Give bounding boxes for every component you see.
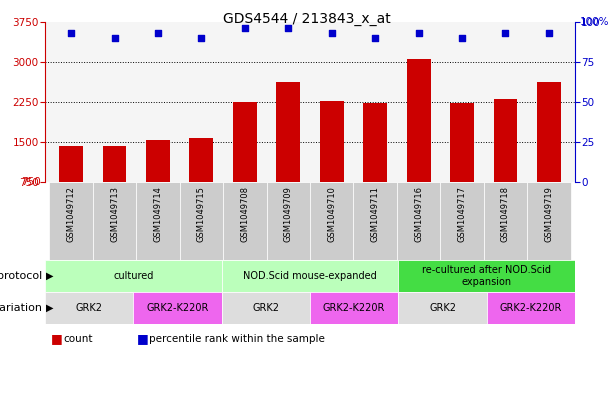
FancyBboxPatch shape <box>398 260 575 292</box>
FancyBboxPatch shape <box>222 260 398 292</box>
FancyBboxPatch shape <box>354 182 397 260</box>
FancyBboxPatch shape <box>484 182 527 260</box>
Text: GSM1049711: GSM1049711 <box>371 186 379 242</box>
FancyBboxPatch shape <box>45 260 222 292</box>
FancyBboxPatch shape <box>487 292 575 324</box>
FancyBboxPatch shape <box>136 182 180 260</box>
Text: genotype/variation: genotype/variation <box>0 303 42 313</box>
Point <box>370 35 380 41</box>
Text: GSM1049715: GSM1049715 <box>197 186 206 242</box>
FancyBboxPatch shape <box>223 182 267 260</box>
Text: GRK2: GRK2 <box>75 303 102 313</box>
Point <box>66 30 76 36</box>
Text: 100%: 100% <box>581 17 610 27</box>
Text: cultured: cultured <box>113 271 153 281</box>
Point <box>544 30 554 36</box>
Bar <box>146 140 170 182</box>
FancyBboxPatch shape <box>93 182 136 260</box>
FancyBboxPatch shape <box>49 182 93 260</box>
Text: percentile rank within the sample: percentile rank within the sample <box>149 334 325 344</box>
Bar <box>537 82 561 182</box>
Point <box>110 35 120 41</box>
Text: ▶: ▶ <box>46 303 54 313</box>
Text: NOD.Scid mouse-expanded: NOD.Scid mouse-expanded <box>243 271 377 281</box>
Text: GSM1049708: GSM1049708 <box>240 186 249 242</box>
Bar <box>276 82 300 182</box>
FancyBboxPatch shape <box>310 182 354 260</box>
Bar <box>406 59 430 182</box>
FancyBboxPatch shape <box>45 292 134 324</box>
Text: re-cultured after NOD.Scid
expansion: re-cultured after NOD.Scid expansion <box>422 265 551 287</box>
FancyBboxPatch shape <box>440 182 484 260</box>
Text: GSM1049712: GSM1049712 <box>67 186 75 242</box>
Bar <box>233 102 257 182</box>
FancyBboxPatch shape <box>310 292 398 324</box>
Bar <box>59 146 83 182</box>
FancyBboxPatch shape <box>267 182 310 260</box>
Text: GRK2: GRK2 <box>253 303 280 313</box>
Text: GDS4544 / 213843_x_at: GDS4544 / 213843_x_at <box>223 12 390 26</box>
Bar <box>364 103 387 182</box>
Text: GRK2-K220R: GRK2-K220R <box>147 303 208 313</box>
Bar <box>320 101 344 182</box>
Text: GRK2-K220R: GRK2-K220R <box>323 303 386 313</box>
Text: ■: ■ <box>137 332 149 345</box>
Bar <box>493 99 517 182</box>
Point <box>327 30 337 36</box>
Text: GSM1049718: GSM1049718 <box>501 186 510 242</box>
Text: GSM1049719: GSM1049719 <box>544 186 554 242</box>
Text: GSM1049716: GSM1049716 <box>414 186 423 242</box>
Point <box>197 35 207 41</box>
Point <box>153 30 163 36</box>
Text: ■: ■ <box>51 332 63 345</box>
FancyBboxPatch shape <box>397 182 440 260</box>
Text: GSM1049709: GSM1049709 <box>284 186 293 242</box>
Text: protocol: protocol <box>0 271 42 281</box>
Point <box>283 25 293 31</box>
Text: GSM1049710: GSM1049710 <box>327 186 336 242</box>
Text: 750: 750 <box>21 177 40 187</box>
Bar <box>450 103 474 182</box>
Text: GSM1049713: GSM1049713 <box>110 186 119 242</box>
Point <box>457 35 467 41</box>
Text: count: count <box>63 334 93 344</box>
Text: GSM1049717: GSM1049717 <box>457 186 466 242</box>
FancyBboxPatch shape <box>180 182 223 260</box>
FancyBboxPatch shape <box>134 292 222 324</box>
Point <box>501 30 511 36</box>
Text: GRK2: GRK2 <box>429 303 456 313</box>
FancyBboxPatch shape <box>222 292 310 324</box>
FancyBboxPatch shape <box>398 292 487 324</box>
Text: GRK2-K220R: GRK2-K220R <box>500 303 562 313</box>
Bar <box>189 138 213 182</box>
Point <box>414 30 424 36</box>
Text: ▶: ▶ <box>46 271 54 281</box>
Bar <box>102 146 126 182</box>
FancyBboxPatch shape <box>527 182 571 260</box>
Point <box>240 25 249 31</box>
Text: GSM1049714: GSM1049714 <box>153 186 162 242</box>
